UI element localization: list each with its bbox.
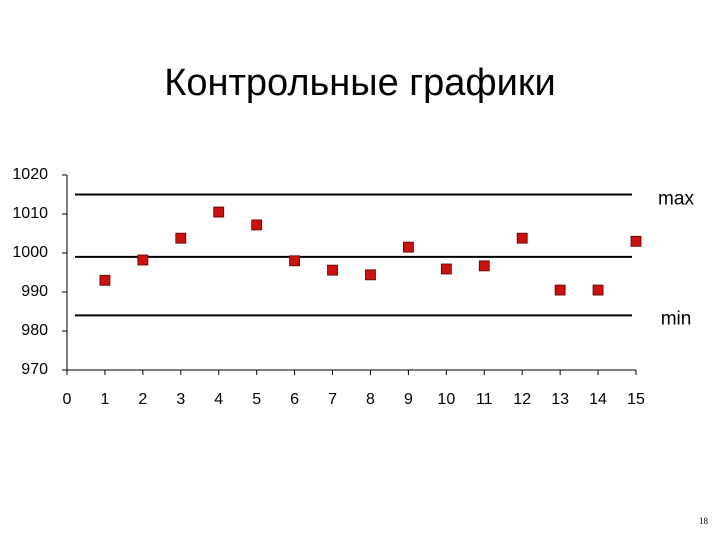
page-number: 18 — [699, 516, 709, 526]
reference-label: max — [658, 189, 694, 210]
point — [478, 260, 490, 272]
x-tick-label: 9 — [404, 391, 413, 408]
point — [137, 254, 149, 266]
point — [592, 284, 604, 296]
point — [440, 263, 452, 275]
point — [327, 264, 338, 276]
x-tick-label: 11 — [476, 391, 493, 408]
y-tick-label: 1020 — [12, 166, 48, 183]
point — [630, 235, 642, 247]
x-tick-label: 8 — [366, 391, 375, 408]
y-tick-label: 1000 — [12, 244, 48, 261]
x-tick-label: 1 — [100, 391, 109, 408]
y-tick-label: 990 — [21, 283, 48, 300]
y-tick-label: 970 — [21, 361, 48, 378]
chart-title: Контрольные графики — [164, 62, 556, 104]
point — [251, 219, 263, 231]
x-tick-label: 12 — [513, 391, 531, 408]
x-tick-label: 14 — [589, 391, 607, 408]
x-tick-label: 10 — [437, 391, 455, 408]
y-tick-label: 1010 — [12, 205, 48, 222]
point — [289, 255, 301, 267]
x-tick-label: 7 — [328, 391, 337, 408]
point — [365, 269, 376, 281]
point — [402, 241, 414, 253]
point — [554, 284, 566, 296]
reference-label: min — [661, 308, 692, 329]
x-tick-label: 4 — [214, 391, 223, 408]
x-tick-label: 13 — [551, 391, 569, 408]
point — [516, 232, 528, 244]
x-tick-label: 2 — [138, 391, 147, 408]
x-tick-label: 0 — [63, 391, 72, 408]
x-tick-label: 5 — [252, 391, 261, 408]
y-tick-label: 980 — [21, 322, 48, 339]
point — [213, 206, 225, 218]
x-tick-label: 15 — [627, 391, 645, 408]
point — [175, 232, 187, 244]
x-tick-label: 6 — [290, 391, 299, 408]
point — [99, 274, 111, 286]
x-tick-label: 3 — [176, 391, 185, 408]
